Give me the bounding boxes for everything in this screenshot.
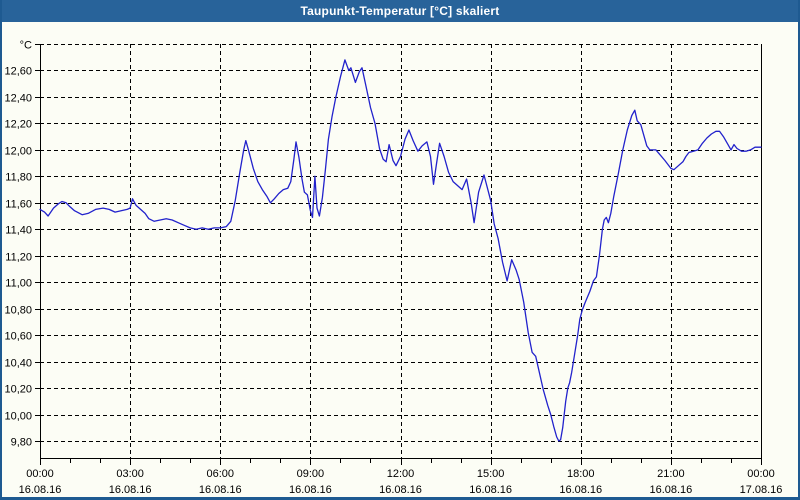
x-axis-time-label: 00:00	[747, 468, 775, 480]
x-axis-date-label: 16.08.16	[469, 484, 512, 496]
x-axis-time-label: 21:00	[657, 468, 685, 480]
x-axis-date-label: 16.08.16	[559, 484, 602, 496]
x-axis-time-label: 00:00	[26, 468, 54, 480]
y-axis-label: 10,00	[4, 411, 32, 423]
x-axis-time-label: 03:00	[116, 468, 144, 480]
x-axis-date-label: 16.08.16	[379, 484, 422, 496]
y-axis-label: 12,20	[4, 119, 32, 131]
y-axis-label: 11,20	[5, 252, 32, 264]
window-title: Taupunkt-Temperatur [°C] skaliert	[300, 4, 500, 18]
x-axis-time-label: 12:00	[387, 468, 415, 480]
y-axis-label: 11,60	[5, 199, 32, 211]
y-axis-label: 10,40	[4, 358, 32, 370]
y-axis-label: 11,00	[5, 278, 32, 290]
x-axis-time-label: 06:00	[206, 468, 234, 480]
temperature-line	[39, 59, 762, 442]
x-axis-time-label: 18:00	[567, 468, 595, 480]
y-axis-label: 10,60	[4, 331, 32, 343]
taupunkt-line-chart: °C 12,60 12,40 12,20 12,00 11,80 11,60 11,40 11,…	[4, 40, 783, 497]
x-axis-date-label: 16.08.16	[649, 484, 692, 496]
y-axis-unit-label: °C	[20, 40, 32, 52]
x-axis-date-label: 16.08.16	[19, 484, 62, 496]
y-axis-label: 10,20	[4, 384, 32, 396]
x-axis-date-label: 16.08.16	[199, 484, 242, 496]
y-axis-label: 12,00	[4, 146, 32, 158]
x-axis-time-label: 09:00	[297, 468, 325, 480]
y-axis-label: 10,80	[4, 305, 32, 317]
y-axis-label: 12,40	[4, 93, 32, 105]
x-axis-date-label: 16.08.16	[289, 484, 332, 496]
y-axis-label: 12,60	[4, 66, 32, 78]
window-title-bar[interactable]: Taupunkt-Temperatur [°C] skaliert	[2, 0, 798, 22]
y-axis-label: 9,80	[11, 437, 32, 449]
x-axis-date-label: 16.08.16	[109, 484, 152, 496]
chart-area: °C 12,60 12,40 12,20 12,00 11,80 11,60 11,40 11,…	[2, 22, 798, 497]
y-axis-label: 11,80	[5, 172, 32, 184]
x-axis-time-label: 15:00	[477, 468, 505, 480]
y-axis-label: 11,40	[5, 225, 32, 237]
x-axis-date-label: 17.08.16	[740, 484, 783, 496]
